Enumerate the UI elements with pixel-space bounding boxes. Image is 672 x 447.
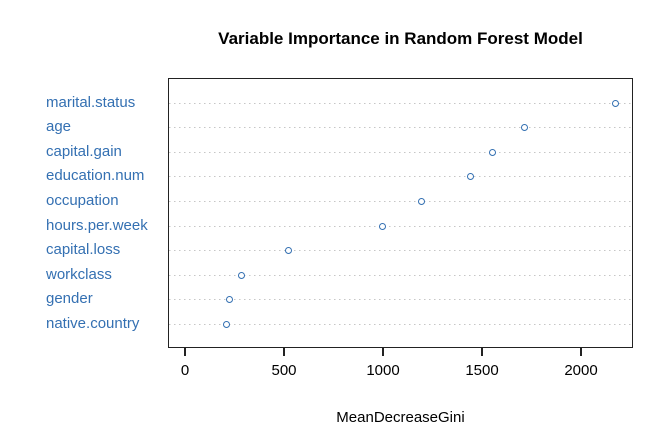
data-point [237, 271, 245, 279]
x-axis-tick-label: 2000 [564, 362, 598, 379]
gridline [169, 127, 632, 129]
data-point [466, 173, 474, 181]
data-point [612, 99, 620, 107]
plot-area [168, 78, 633, 348]
gridline [169, 176, 632, 178]
data-point [285, 247, 293, 255]
gridline [169, 250, 632, 252]
data-point [378, 222, 386, 230]
y-axis-category-label: hours.per.week [46, 216, 148, 234]
gridline [169, 323, 632, 325]
gridline [169, 225, 632, 227]
y-axis-category-label: gender [46, 290, 93, 308]
y-axis-category-label: marital.status [46, 93, 136, 111]
x-axis-tick [283, 348, 285, 356]
x-axis-tick-label: 0 [180, 362, 190, 379]
y-axis-category-label: capital.loss [46, 241, 121, 259]
gridline [169, 274, 632, 276]
x-axis-tick [481, 348, 483, 356]
y-axis-category-label: education.num [46, 167, 145, 185]
y-axis-category-label: occupation [46, 191, 119, 209]
data-point [223, 320, 231, 328]
x-axis-tick-label: 1000 [366, 362, 400, 379]
data-point [418, 197, 426, 205]
x-axis-tick-label: 500 [271, 362, 297, 379]
x-axis-tick [184, 348, 186, 356]
x-axis-tick [382, 348, 384, 356]
gridline [169, 102, 632, 104]
data-point [521, 124, 529, 132]
gridline [169, 200, 632, 202]
x-axis-title: MeanDecreaseGini [336, 409, 465, 426]
x-axis-tick-label: 1500 [465, 362, 499, 379]
gridline [169, 151, 632, 153]
y-axis-category-label: workclass [46, 265, 112, 283]
data-point [226, 296, 234, 304]
x-axis-tick [580, 348, 582, 356]
chart-title: Variable Importance in Random Forest Mod… [218, 29, 583, 48]
data-point [489, 148, 497, 156]
y-axis-category-label: age [46, 118, 72, 136]
gridline [169, 299, 632, 301]
y-axis-category-label: native.country [46, 314, 140, 332]
y-axis-category-label: capital.gain [46, 142, 122, 160]
